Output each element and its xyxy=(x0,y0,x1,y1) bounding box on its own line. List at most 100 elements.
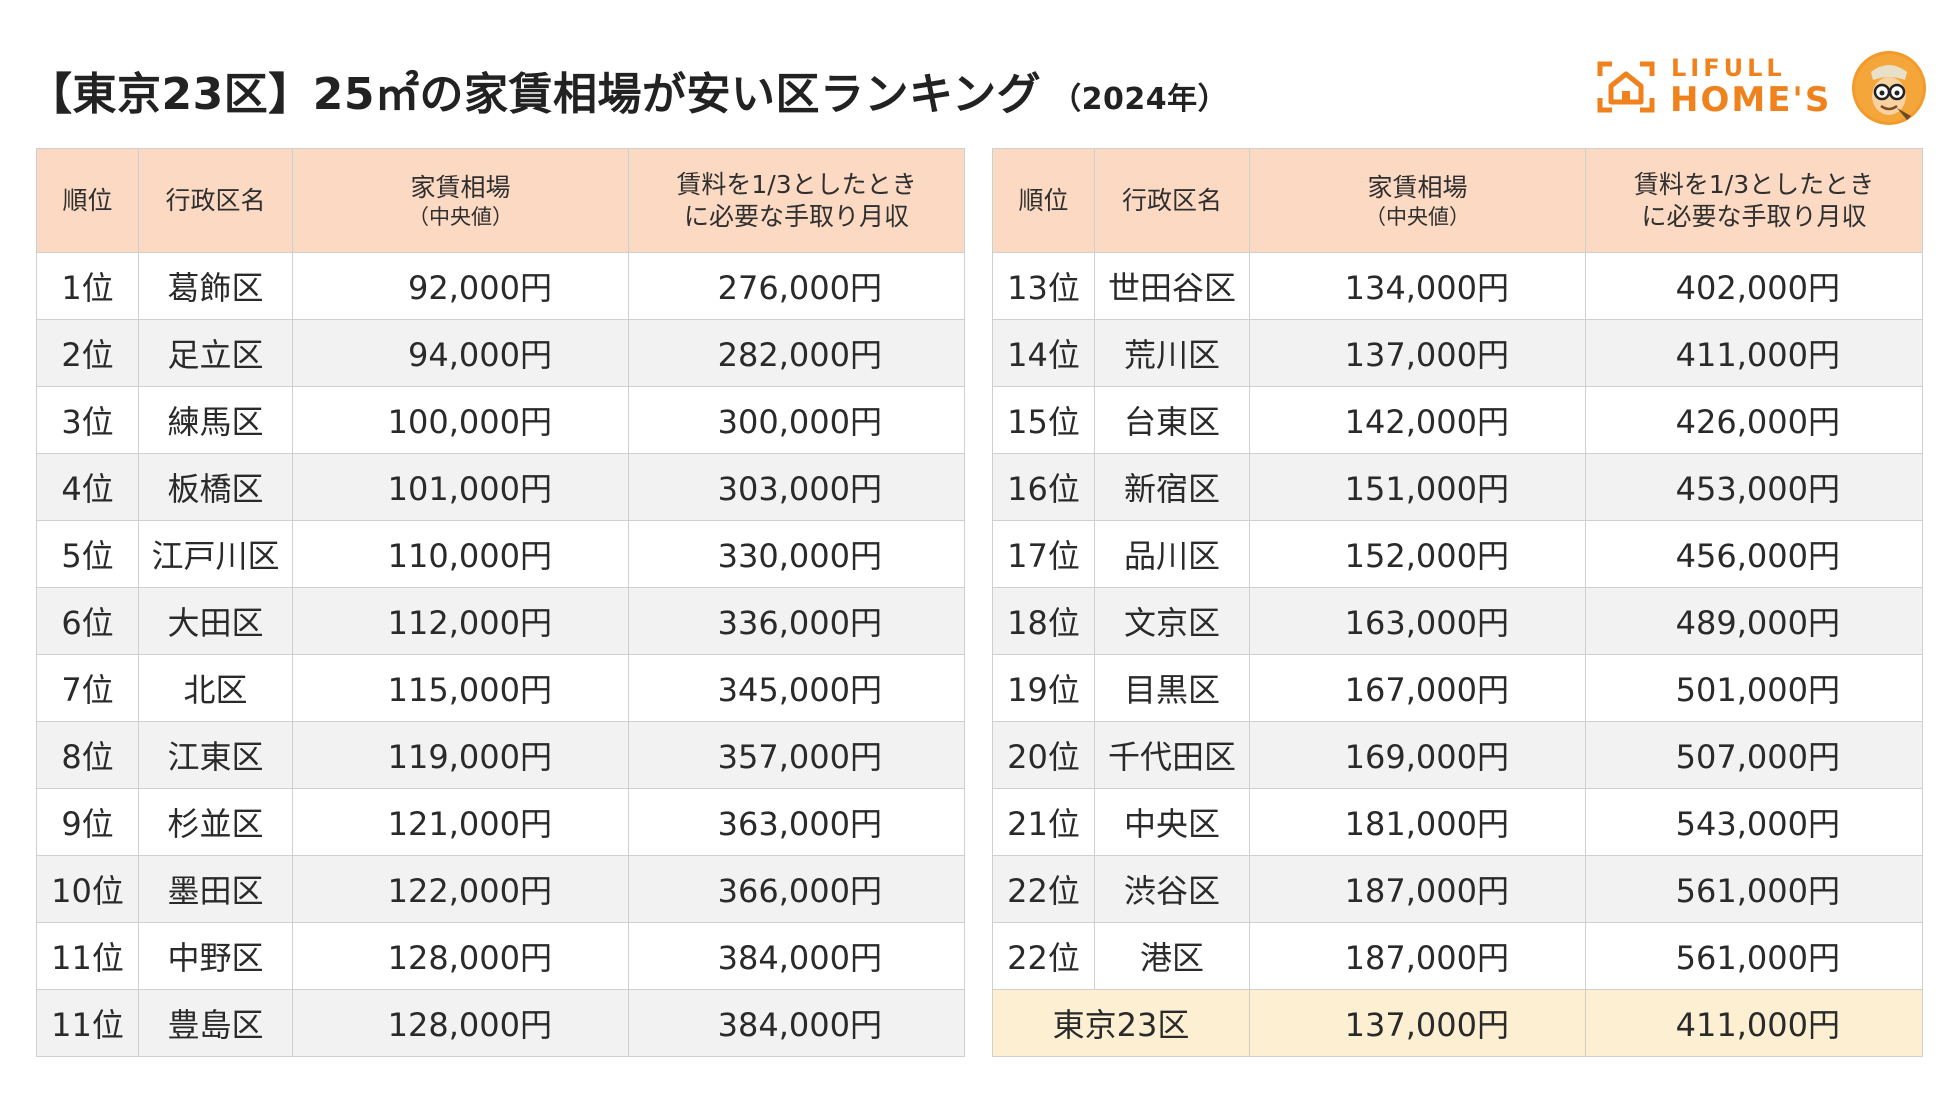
table-row: 17位 品川区 152,000円 456,000円 xyxy=(992,520,1923,588)
table-row: 6位 大田区 112,000円 336,000円 xyxy=(36,587,965,655)
ward-cell: 文京区 xyxy=(1094,587,1250,655)
ward-cell: 渋谷区 xyxy=(1094,855,1250,923)
income-cell: 300,000円 xyxy=(628,386,965,454)
ward-cell: 中野区 xyxy=(138,922,293,990)
table-row: 7位 北区 115,000円 345,000円 xyxy=(36,654,965,722)
rent-cell: 100,000円 xyxy=(292,386,629,454)
header-rank: 順位 xyxy=(992,148,1095,253)
title-main: 【東京23区】25㎡の家賃相場が安い区ランキング xyxy=(28,69,1042,120)
table-row: 15位 台東区 142,000円 426,000円 xyxy=(992,386,1923,454)
rent-cell: 128,000円 xyxy=(292,989,629,1057)
rent-cell: 121,000円 xyxy=(292,788,629,856)
table-row: 16位 新宿区 151,000円 453,000円 xyxy=(992,453,1923,521)
mascot-icon xyxy=(1852,51,1926,125)
ward-cell: 豊島区 xyxy=(138,989,293,1057)
header-rent-line2: （中央値） xyxy=(1365,204,1470,229)
table-row: 8位 江東区 119,000円 357,000円 xyxy=(36,721,965,789)
ward-cell: 大田区 xyxy=(138,587,293,655)
income-cell: 363,000円 xyxy=(628,788,965,856)
table-row: 9位 杉並区 121,000円 363,000円 xyxy=(36,788,965,856)
header-rent-line1: 家賃相場 xyxy=(1367,172,1468,202)
rank-cell: 8位 xyxy=(36,721,139,789)
rank-cell: 17位 xyxy=(992,520,1095,588)
total-label-cell: 東京23区 xyxy=(992,989,1250,1057)
income-cell: 282,000円 xyxy=(628,319,965,387)
table-row: 5位 江戸川区 110,000円 330,000円 xyxy=(36,520,965,588)
rank-cell: 11位 xyxy=(36,989,139,1057)
income-cell: 489,000円 xyxy=(1585,587,1923,655)
rent-cell: 167,000円 xyxy=(1249,654,1586,722)
income-cell: 384,000円 xyxy=(628,989,965,1057)
ward-cell: 江東区 xyxy=(138,721,293,789)
header-ward: 行政区名 xyxy=(138,148,293,253)
header-rent-line1: 家賃相場 xyxy=(410,172,511,202)
header-income-line2: に必要な手取り月収 xyxy=(683,201,909,231)
house-logo-icon xyxy=(1597,61,1655,113)
rent-cell: 119,000円 xyxy=(292,721,629,789)
rank-cell: 4位 xyxy=(36,453,139,521)
ward-cell: 荒川区 xyxy=(1094,319,1250,387)
ward-cell: 葛飾区 xyxy=(138,252,293,320)
rent-cell: 112,000円 xyxy=(292,587,629,655)
income-cell: 561,000円 xyxy=(1585,922,1923,990)
header-rent: 家賃相場 （中央値） xyxy=(1249,148,1586,253)
rank-cell: 13位 xyxy=(992,252,1095,320)
table-row: 3位 練馬区 100,000円 300,000円 xyxy=(36,386,965,454)
income-cell: 426,000円 xyxy=(1585,386,1923,454)
table-header-row: 順位 行政区名 家賃相場 （中央値） 賃料を1/3としたとき に必要な手取り月収 xyxy=(36,148,965,253)
page-title: 【東京23区】25㎡の家賃相場が安い区ランキング （2024年） xyxy=(28,58,1228,122)
rank-cell: 19位 xyxy=(992,654,1095,722)
header-ward: 行政区名 xyxy=(1094,148,1250,253)
ward-cell: 北区 xyxy=(138,654,293,722)
rank-cell: 9位 xyxy=(36,788,139,856)
income-cell: 366,000円 xyxy=(628,855,965,923)
header-income-line2: に必要な手取り月収 xyxy=(1641,201,1867,231)
header-rank: 順位 xyxy=(36,148,139,253)
rank-cell: 1位 xyxy=(36,252,139,320)
income-cell: 507,000円 xyxy=(1585,721,1923,789)
header-rent: 家賃相場 （中央値） xyxy=(292,148,629,253)
ward-cell: 杉並区 xyxy=(138,788,293,856)
total-row: 東京23区 137,000円 411,000円 xyxy=(992,989,1923,1057)
rank-cell: 14位 xyxy=(992,319,1095,387)
rank-cell: 16位 xyxy=(992,453,1095,521)
ward-cell: 品川区 xyxy=(1094,520,1250,588)
ward-cell: 目黒区 xyxy=(1094,654,1250,722)
table-row: 11位 豊島区 128,000円 384,000円 xyxy=(36,989,965,1057)
total-rent-cell: 137,000円 xyxy=(1249,989,1586,1057)
rent-cell: 137,000円 xyxy=(1249,319,1586,387)
table-row: 22位 渋谷区 187,000円 561,000円 xyxy=(992,855,1923,923)
rent-cell: 142,000円 xyxy=(1249,386,1586,454)
ward-cell: 台東区 xyxy=(1094,386,1250,454)
rent-cell: 101,000円 xyxy=(292,453,629,521)
rank-cell: 2位 xyxy=(36,319,139,387)
rank-cell: 22位 xyxy=(992,855,1095,923)
income-cell: 357,000円 xyxy=(628,721,965,789)
rent-cell: 151,000円 xyxy=(1249,453,1586,521)
ward-cell: 港区 xyxy=(1094,922,1250,990)
income-cell: 345,000円 xyxy=(628,654,965,722)
income-cell: 456,000円 xyxy=(1585,520,1923,588)
table-row: 4位 板橋区 101,000円 303,000円 xyxy=(36,453,965,521)
ranking-table-right: 順位 行政区名 家賃相場 （中央値） 賃料を1/3としたとき に必要な手取り月収 1… xyxy=(992,148,1923,1057)
ward-cell: 足立区 xyxy=(138,319,293,387)
table-row: 18位 文京区 163,000円 489,000円 xyxy=(992,587,1923,655)
rent-cell: 92,000円 xyxy=(292,252,629,320)
table-row: 14位 荒川区 137,000円 411,000円 xyxy=(992,319,1923,387)
income-cell: 384,000円 xyxy=(628,922,965,990)
total-income-cell: 411,000円 xyxy=(1585,989,1923,1057)
header-income: 賃料を1/3としたとき に必要な手取り月収 xyxy=(628,148,965,253)
income-cell: 303,000円 xyxy=(628,453,965,521)
rent-cell: 115,000円 xyxy=(292,654,629,722)
income-cell: 411,000円 xyxy=(1585,319,1923,387)
lifull-homes-logo: LIFULL HOME'S xyxy=(1596,50,1926,128)
rent-cell: 94,000円 xyxy=(292,319,629,387)
logo-homes-text: HOME'S xyxy=(1670,80,1832,120)
ranking-table-left: 順位 行政区名 家賃相場 （中央値） 賃料を1/3としたとき に必要な手取り月収 1… xyxy=(36,148,965,1057)
rank-cell: 6位 xyxy=(36,587,139,655)
rent-cell: 163,000円 xyxy=(1249,587,1586,655)
table-row: 1位 葛飾区 92,000円 276,000円 xyxy=(36,252,965,320)
header-income-line1: 賃料を1/3としたとき xyxy=(1633,169,1875,199)
rank-cell: 7位 xyxy=(36,654,139,722)
rent-cell: 187,000円 xyxy=(1249,855,1586,923)
